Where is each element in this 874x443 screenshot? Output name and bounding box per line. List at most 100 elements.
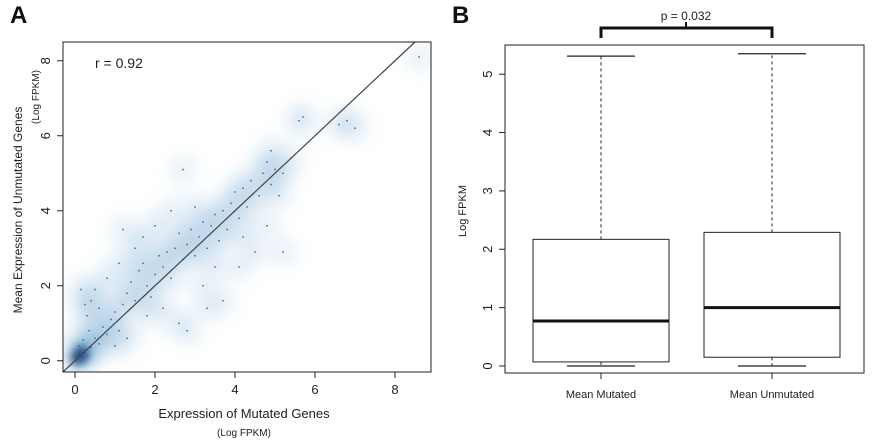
iqr-box xyxy=(532,238,670,363)
panel-b-label: B xyxy=(452,2,470,29)
y-tick-label-a: 2 xyxy=(38,282,53,289)
scatter-point xyxy=(106,277,108,280)
scatter-point xyxy=(154,273,156,276)
scatter-point xyxy=(266,161,268,163)
x-axis-title-a: Expression of Mutated Genes xyxy=(158,406,330,421)
scatter-point xyxy=(254,251,256,253)
scatter-point xyxy=(82,339,84,342)
scatter-point xyxy=(102,326,104,328)
x-axis-a: 0 2 4 6 8 xyxy=(71,372,399,397)
scatter-point xyxy=(270,149,272,152)
scatter-point xyxy=(222,299,224,302)
scatter-point xyxy=(202,284,204,287)
scatter-point xyxy=(146,314,148,317)
scatter-point xyxy=(282,172,284,175)
scatter-point xyxy=(238,217,240,220)
x-axis-unit-a: (Log FPKM) xyxy=(217,428,271,439)
scatter-point xyxy=(174,247,176,250)
x-tick-label-a: 2 xyxy=(151,382,158,397)
scatter-point xyxy=(86,355,88,358)
scatter-point xyxy=(162,307,164,310)
scatter-point xyxy=(210,224,212,227)
scatter-point xyxy=(78,344,80,347)
x-category-label: Mean Mutated xyxy=(566,389,636,401)
scatter-point xyxy=(170,209,172,212)
scatter-point xyxy=(162,266,164,268)
scatter-point xyxy=(150,296,152,298)
scatter-point xyxy=(94,288,96,291)
boxplots xyxy=(532,53,841,367)
x-tick-label-a: 6 xyxy=(311,382,318,397)
scatter-point xyxy=(270,183,272,186)
scatter-point xyxy=(126,292,128,295)
scatter-point xyxy=(206,307,208,310)
scatter-point xyxy=(178,232,180,235)
scatter-point xyxy=(166,251,168,253)
scatter-point xyxy=(158,254,160,257)
scatter-point xyxy=(114,344,116,347)
scatter-point xyxy=(250,179,252,182)
density-core xyxy=(74,344,88,359)
scatter-point xyxy=(222,209,224,212)
scatter-point xyxy=(246,206,248,208)
scatter-point xyxy=(142,236,144,238)
y-tick-label-b: 2 xyxy=(480,246,495,253)
x-tick-label-a: 4 xyxy=(231,382,238,397)
correlation-annotation: r = 0.92 xyxy=(95,55,143,71)
scatter-point xyxy=(278,194,280,197)
scatter-point xyxy=(138,269,140,272)
scatter-point xyxy=(76,352,78,355)
scatter-point xyxy=(234,191,236,193)
scatter-points xyxy=(76,56,420,361)
x-axis-b: Mean Mutated Mean Unmutated xyxy=(566,373,814,401)
scatter-point xyxy=(194,254,196,257)
scatter-point xyxy=(110,318,112,321)
scatter-point xyxy=(90,346,92,349)
scatter-point xyxy=(84,348,86,351)
y-axis-b: 0 1 2 3 4 5 xyxy=(480,71,505,370)
scatter-point xyxy=(142,262,144,265)
y-tick-label-a: 0 xyxy=(38,357,53,364)
scatter-point xyxy=(242,236,244,238)
scatter-point xyxy=(206,247,208,250)
scatter-point xyxy=(122,303,124,306)
x-category-label: Mean Unmutated xyxy=(730,389,814,401)
significance-bracket xyxy=(599,26,774,38)
scatter-point xyxy=(126,337,128,340)
scatter-point xyxy=(122,228,124,231)
iqr-box xyxy=(703,231,841,358)
scatter-point xyxy=(178,322,180,325)
scatter-point xyxy=(90,299,92,302)
scatter-point xyxy=(186,243,188,246)
y-tick-label-b: 4 xyxy=(480,129,495,136)
y-axis-a: 0 2 4 6 8 xyxy=(38,57,63,364)
scatter-point xyxy=(118,262,120,265)
scatter-point xyxy=(94,337,96,340)
scatter-point xyxy=(80,288,82,291)
panel-a-label: A xyxy=(10,2,28,29)
plot-frame-b xyxy=(504,44,865,374)
fit-line xyxy=(63,42,416,372)
y-axis-unit-a: (Log FPKM) xyxy=(31,70,42,124)
scatter-point xyxy=(298,119,300,122)
scatter-point xyxy=(118,329,120,332)
scatter-point xyxy=(134,247,136,250)
scatter-point xyxy=(190,228,192,231)
scatter-point xyxy=(214,213,216,216)
y-tick-label-b: 0 xyxy=(480,362,495,369)
scatter-point xyxy=(302,116,304,118)
scatter-point xyxy=(262,172,264,175)
scatter-point xyxy=(98,307,100,310)
y-tick-label-b: 3 xyxy=(480,187,495,194)
scatter-point xyxy=(170,277,172,280)
scatter-point xyxy=(282,251,284,253)
scatter-point xyxy=(238,266,240,268)
scatter-point xyxy=(88,329,90,332)
scatter-point xyxy=(266,224,268,227)
y-tick-label-a: 4 xyxy=(38,207,53,214)
scatter-point xyxy=(274,168,276,171)
scatter-point xyxy=(354,127,356,130)
y-tick-label-b: 5 xyxy=(480,71,495,78)
plot-frame-a xyxy=(62,41,432,373)
